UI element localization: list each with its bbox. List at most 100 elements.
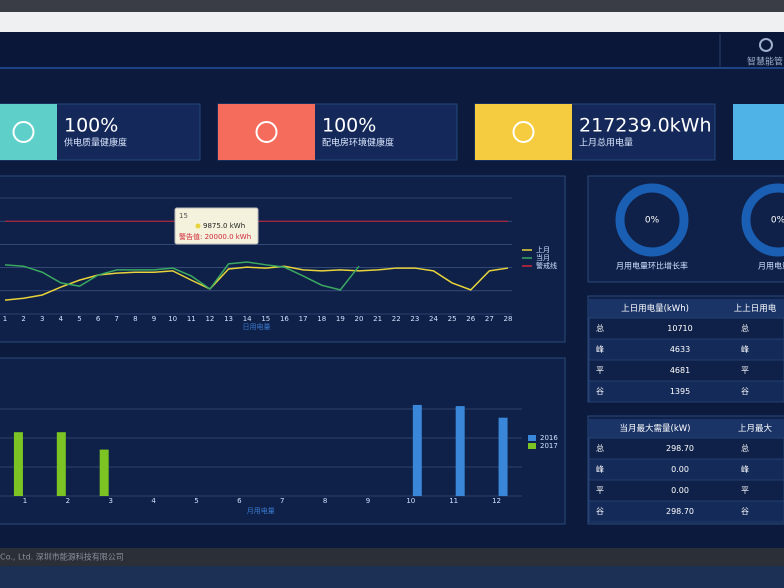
x-tick-label: 16 <box>280 315 289 323</box>
bar <box>498 417 508 496</box>
table-cell: 0.00 <box>671 486 689 495</box>
table-cell: 298.70 <box>666 507 694 516</box>
table-header: 上日用电量(kWh) <box>621 303 689 314</box>
bar <box>13 432 23 496</box>
tooltip-warning: 警告值: 20000.0 kWh <box>179 232 251 241</box>
table-cell: 峰 <box>596 344 604 354</box>
table-cell: 总 <box>741 323 749 333</box>
x-tick-label: 4 <box>151 497 156 505</box>
card-icon <box>0 104 57 160</box>
footer: Co., Ltd. 深圳市能源科技有限公司 <box>0 552 124 562</box>
x-tick-label: 6 <box>237 497 242 505</box>
x-tick-label: 12 <box>205 315 214 323</box>
card-icon <box>733 104 784 160</box>
tooltip <box>174 207 259 245</box>
table-cell: 平 <box>596 366 604 375</box>
bar <box>412 404 422 496</box>
card-value: 217239.0kWh <box>579 115 712 137</box>
table-cell: 峰 <box>741 344 749 354</box>
card-label: 供电质量健康度 <box>64 137 127 149</box>
table-cell: 总 <box>596 323 604 333</box>
x-tick-label: 27 <box>485 315 494 323</box>
table-cell: 298.70 <box>666 444 694 453</box>
x-tick-label: 23 <box>410 315 419 323</box>
browser-bar <box>0 12 784 32</box>
x-tick-label: 11 <box>187 315 196 323</box>
table-cell: 平 <box>741 486 749 495</box>
x-tick-label: 24 <box>429 315 438 323</box>
legend-label: 警戒线 <box>536 261 557 270</box>
table-cell: 谷 <box>741 387 749 396</box>
table-cell: 峰 <box>741 464 749 474</box>
x-tick-label: 17 <box>299 315 308 323</box>
card-value: 100% <box>64 115 118 137</box>
legend-swatch <box>528 435 536 441</box>
gauge-value: 0% <box>645 216 660 226</box>
gauge-label: 月用电量环比增长率 <box>616 261 688 271</box>
table-header: 上上日用电 <box>734 303 777 314</box>
x-tick-label: 1 <box>3 315 7 323</box>
legend-swatch <box>528 443 536 449</box>
brand: 智慧能管 <box>747 56 783 68</box>
x-tick-label: 9 <box>152 315 156 323</box>
x-tick-label: 22 <box>392 315 401 323</box>
tooltip-value: 9875.0 kWh <box>203 222 245 230</box>
table-cell: 4633 <box>670 345 690 354</box>
table-cell: 4681 <box>670 366 690 375</box>
x-axis-title: 月用电量 <box>247 506 275 515</box>
taskbar <box>0 566 784 588</box>
legend-label: 2017 <box>540 442 558 450</box>
x-tick-label: 8 <box>323 497 327 505</box>
legend-label: 当月 <box>536 253 550 262</box>
table-cell: 谷 <box>596 507 604 516</box>
panel <box>0 175 566 343</box>
card-icon <box>218 104 315 160</box>
x-tick-label: 11 <box>449 497 458 505</box>
x-tick-label: 25 <box>448 315 457 323</box>
icon-glyph <box>255 121 278 143</box>
table-cell: 0.00 <box>671 465 689 474</box>
x-tick-label: 12 <box>492 497 501 505</box>
card-label: 上月总用电量 <box>579 137 633 149</box>
x-tick-label: 3 <box>40 315 44 323</box>
table-cell: 谷 <box>741 507 749 516</box>
gauge-ring <box>615 183 689 257</box>
footer-bar <box>0 548 784 566</box>
x-tick-label: 13 <box>224 315 233 323</box>
x-tick-label: 26 <box>466 315 475 323</box>
card-icon <box>475 104 572 160</box>
x-tick-label: 18 <box>317 315 326 323</box>
gauge-label: 月用电量同 <box>758 261 784 271</box>
table-cell: 谷 <box>596 387 604 396</box>
gauge-value: 0% <box>771 216 784 226</box>
x-tick-label: 4 <box>59 315 64 323</box>
x-tick-label: 10 <box>406 497 415 505</box>
panel <box>0 357 566 525</box>
table-row <box>588 380 784 403</box>
tooltip-title: 15 <box>179 212 188 220</box>
bar <box>455 406 465 496</box>
gauge-ring <box>741 183 784 257</box>
table-header-bg <box>589 299 784 318</box>
bar <box>56 432 66 496</box>
table-header: 上月最大 <box>738 423 773 434</box>
x-tick-label: 7 <box>280 497 284 505</box>
x-tick-label: 2 <box>21 315 25 323</box>
x-tick-label: 5 <box>194 497 198 505</box>
brand-icon <box>759 38 773 52</box>
x-tick-label: 5 <box>77 315 81 323</box>
icon-glyph <box>512 121 535 143</box>
x-tick-label: 8 <box>133 315 137 323</box>
table-header: 当月最大需量(kW) <box>620 423 691 434</box>
legend-label: 上月 <box>536 245 550 254</box>
x-tick-label: 20 <box>355 315 364 323</box>
top-blur <box>0 0 784 12</box>
table-cell: 总 <box>741 443 749 453</box>
x-tick-label: 6 <box>96 315 101 323</box>
tooltip-dot <box>195 223 201 229</box>
table-header-bg <box>589 419 784 438</box>
table-row <box>588 500 784 523</box>
x-tick-label: 10 <box>168 315 177 323</box>
table-cell: 平 <box>596 486 604 495</box>
